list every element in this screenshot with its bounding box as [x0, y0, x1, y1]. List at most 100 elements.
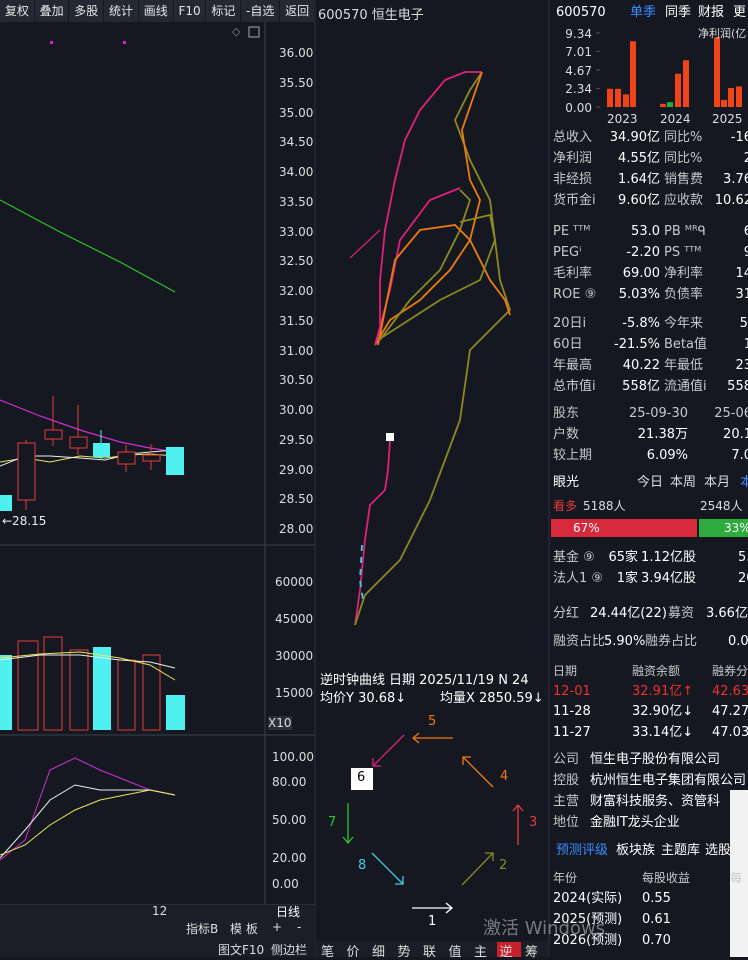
mini-tick-label: 9.34 — [565, 27, 592, 41]
toolbar-button[interactable]: 画线 — [139, 0, 174, 22]
price-tick-label: 30.50 — [279, 373, 314, 388]
dividend-cell: 分红 — [553, 606, 580, 621]
side-tab[interactable]: 单季 — [630, 5, 657, 20]
price-tick-label: 34.00 — [279, 165, 314, 179]
returns-cell: 年最高 — [553, 358, 593, 373]
view-tab[interactable]: 本 — [740, 475, 748, 490]
valuation-cell: -2.20 — [626, 245, 660, 260]
finance-cell: 3.76 — [723, 172, 748, 187]
bottom-button[interactable]: 指标B — [186, 922, 219, 936]
valuation-cell: PS ᵀᵀᴹ — [664, 245, 702, 260]
side-tab[interactable]: 财报 — [698, 5, 725, 20]
view-tab[interactable]: 本周 — [670, 475, 697, 490]
bottom-tab[interactable]: 笔 — [321, 945, 335, 960]
profile-value: 杭州恒生电子集团有限公司 — [590, 773, 747, 788]
toolbar-button[interactable]: F10 — [174, 0, 207, 22]
toolbar-button[interactable]: 复权 — [0, 0, 35, 22]
mini-tick-label: 7.01 — [565, 45, 592, 60]
forecast-tab[interactable]: 主题库 — [661, 843, 701, 858]
mini-bar — [675, 73, 681, 107]
returns-cell: 23 — [735, 358, 748, 373]
label-box — [351, 768, 373, 790]
stock-title: 600570 恒生电子 — [318, 8, 424, 23]
finance-cell: 净利润 — [553, 151, 593, 166]
finance-cell: 2 — [743, 151, 748, 166]
valuation-cell: 6 — [743, 224, 748, 239]
toolbar-button[interactable]: -自选 — [241, 0, 281, 22]
footer-button[interactable]: 侧边栏 — [271, 943, 308, 957]
tab-bar — [316, 941, 548, 957]
bear-bar — [699, 519, 748, 537]
institution-cell: 法人1 ⑨ — [553, 571, 604, 586]
view-label: 看多 — [553, 499, 578, 513]
candles — [0, 396, 184, 511]
bottom-tab[interactable]: 价 — [346, 945, 360, 960]
toolbar-button[interactable]: 返回 — [280, 0, 315, 22]
bottom-bar — [0, 905, 315, 957]
icon — [248, 26, 260, 38]
finance-cell: 总收入 — [553, 130, 593, 145]
valuation-cell: 5.03% — [618, 287, 660, 302]
forecast-tab[interactable]: 选股 — [705, 843, 732, 858]
returns-cell: Beta值 — [664, 337, 707, 352]
bottom-tab[interactable]: 主 — [474, 945, 488, 960]
institution-cell: 基金 ⑨ — [553, 550, 595, 565]
finance-cell: 销售费 — [664, 172, 704, 187]
bottom-button[interactable]: + — [272, 920, 283, 934]
finance-cell: 同比% — [664, 151, 703, 166]
side-code: 600570 — [556, 5, 606, 20]
price-tick-label: 28.00 — [279, 522, 314, 536]
bottom-tab[interactable]: 值 — [448, 945, 462, 960]
returns-cell: 5. — [739, 316, 748, 331]
bottom-tab[interactable]: 联 — [423, 945, 437, 960]
forecast-cell: 0.61 — [642, 912, 671, 927]
bottom-tab[interactable]: 势 — [397, 945, 411, 960]
institution-cell: 1家 — [616, 571, 638, 586]
mini-year: 2023 — [607, 112, 638, 126]
arrow-label: 1 — [428, 914, 437, 929]
profile-label: 主营 — [553, 794, 580, 809]
side-tab[interactable]: 同季 — [665, 5, 692, 20]
toolbar-button[interactable]: 统计 — [104, 0, 139, 22]
forecast-tab[interactable]: 板块族 — [616, 843, 656, 858]
arrow-label: 2 — [499, 858, 508, 873]
finance-cell: 1.64亿 — [618, 172, 660, 187]
bottom-button[interactable]: - — [297, 920, 302, 934]
date-label: 12 — [152, 904, 168, 918]
footer-button[interactable]: 图文F10 — [218, 943, 265, 957]
toolbar-button[interactable]: 多股 — [69, 0, 105, 22]
toolbar-button[interactable]: 叠加 — [35, 0, 70, 22]
bottom-tab[interactable]: 细 — [372, 945, 386, 960]
curve-title: 逆时钟曲线 — [320, 673, 386, 688]
price-tick-label: 35.00 — [279, 105, 314, 120]
finance-cell: 货币金i — [553, 193, 596, 208]
mini-bar — [607, 88, 613, 107]
finance-cell: 9.60亿 — [618, 193, 660, 208]
returns-cell: 1 — [743, 337, 748, 352]
toolbar-button[interactable]: 标记 — [206, 0, 242, 22]
finance-cell: 非经损 — [553, 172, 593, 187]
price-tick-label: 32.50 — [279, 254, 314, 269]
forecast-tab[interactable]: 预测评级 — [556, 843, 609, 858]
holders-cell: 6.09% — [646, 448, 688, 463]
view-tab[interactable]: 今日 — [637, 475, 664, 490]
margin-cell: 融资余额 — [632, 664, 681, 678]
bottom-tab[interactable]: 筹 — [525, 945, 539, 960]
valuation-cell: 69.00 — [622, 266, 660, 281]
valuation-cell: PB ᴹᴿᑫ — [664, 224, 706, 239]
bottom-tab[interactable]: 逆 — [499, 945, 513, 960]
side-tab[interactable]: 更 — [733, 5, 747, 20]
price-tick-label: 32.00 — [279, 284, 314, 298]
holders-cell: 户数 — [553, 427, 580, 442]
view-tab[interactable]: 本月 — [704, 475, 731, 490]
indicator-tick-label: 80.00 — [272, 775, 307, 789]
returns-cell: 40.22 — [622, 358, 660, 373]
institution-cell: 3.94亿股 — [641, 571, 696, 586]
bottom-button[interactable]: 模 板 — [230, 922, 258, 936]
avg-volume: 均量X 2850.59↓ — [440, 691, 544, 706]
volume-tick-label: 15000 — [275, 686, 314, 700]
margin-cell: 47.03 — [712, 724, 748, 740]
margin_ratio-cell: 融券占比 — [645, 634, 698, 649]
